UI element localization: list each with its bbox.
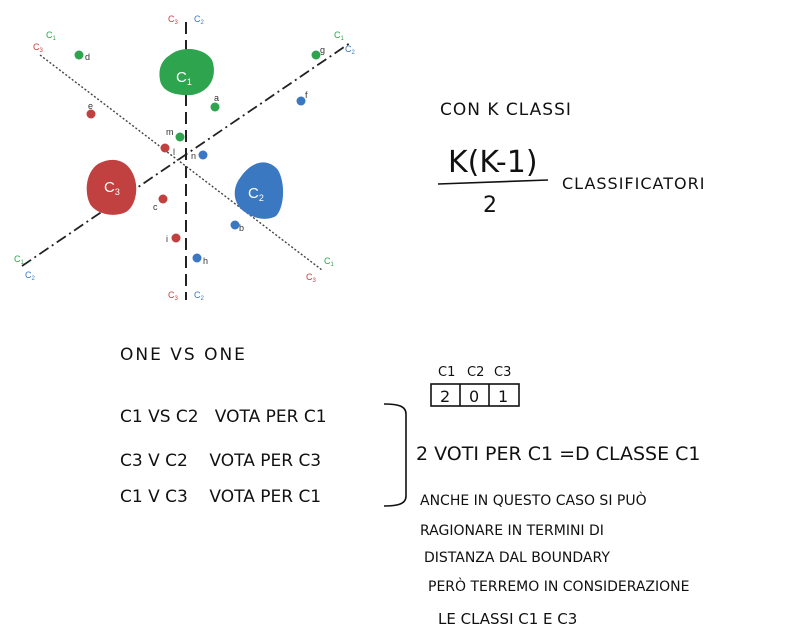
bracket (383, 403, 407, 507)
vote-table-value-c1: 2 (440, 387, 450, 406)
vote-result: 2 VOTI PER C1 =D CLASSE C1 (416, 443, 701, 465)
comment-line-1: ANCHE IN QUESTO CASO SI PUÒ (420, 491, 647, 509)
point-label-g: g (320, 45, 325, 55)
vote-line-3: C1 V C3 VOTA PER C1 (120, 487, 321, 507)
comment-line-5: LE CLASSI C1 E C3 (438, 610, 577, 628)
point-h (192, 253, 202, 263)
note-one-vs-one: ONE VS ONE (120, 345, 247, 365)
comment-line-2: RAGIONARE IN TERMINI DI (420, 523, 604, 539)
point-label-l: l (173, 147, 175, 157)
point-f (296, 96, 306, 106)
point-label-m: m (166, 127, 174, 137)
point-b (230, 220, 240, 230)
notes: CON K CLASSI K(K-1) 2 CLASSIFICATORI ONE… (120, 100, 705, 628)
label-tl-c3: C3 (33, 42, 44, 54)
point-label-n: n (191, 151, 196, 161)
point-a (210, 102, 220, 112)
point-label-e: e (88, 101, 93, 111)
point-label-c: c (153, 202, 158, 212)
point-label-d: d (85, 52, 90, 62)
point-i (171, 233, 181, 243)
point-l (160, 143, 170, 153)
comment-line-3: DISTANZA DAL BOUNDARY (424, 550, 610, 566)
label-tl-c1: C1 (46, 30, 57, 42)
class-label-c3: C3 (104, 179, 120, 197)
vote-table-header-c3: C3 (494, 365, 511, 380)
label-tr-c2: C2 (345, 44, 356, 56)
vote-line-1: C1 VS C2 VOTA PER C1 (120, 407, 327, 427)
point-c (158, 194, 168, 204)
formula-denominator: 2 (483, 193, 497, 218)
comment-line-4: PERÒ TERREMO IN CONSIDERAZIONE (428, 577, 690, 595)
class-region-c1 (159, 48, 214, 96)
label-tr-c1: C1 (334, 30, 345, 42)
note-classifiers: CLASSIFICATORI (562, 174, 705, 193)
vote-table-value-c3: 1 (498, 387, 508, 406)
formula-numerator: K(K-1) (448, 145, 538, 180)
label-bottom-c3: C3 (168, 290, 179, 302)
label-top-c3: C3 (168, 14, 179, 26)
point-label-i: i (166, 234, 168, 244)
boundary-line-c1-c3 (39, 54, 323, 271)
formula-fraction-bar (437, 179, 549, 185)
vote-table-box (430, 383, 520, 407)
boundary-line-c2-c3 (21, 42, 351, 267)
class-label-c2: C2 (248, 185, 264, 203)
data-points: d g e a f ml n c b i h (74, 45, 325, 266)
point-label-h: h (203, 256, 208, 266)
label-br-c3: C3 (306, 272, 317, 284)
label-top-c2: C2 (194, 14, 205, 26)
label-bl-c1: C1 (14, 254, 25, 266)
point-e (86, 109, 96, 119)
class-region-c3 (86, 159, 137, 215)
vote-table-header-c2: C2 (467, 365, 484, 380)
label-bl-c2: C2 (25, 270, 36, 282)
class-label-c1: C1 (176, 69, 192, 87)
label-bottom-c2: C2 (194, 290, 205, 302)
vote-table-value-c2: 0 (469, 387, 479, 406)
class-region-c2 (234, 162, 284, 219)
label-br-c1: C1 (324, 256, 335, 268)
point-label-a: a (214, 93, 219, 103)
note-k-classes: CON K CLASSI (440, 100, 572, 120)
point-g (311, 50, 321, 60)
boundary-labels: C3 C2 C3 C2 C1 C3 C1 C3 C1 C2 C1 C2 (14, 14, 356, 302)
vote-table: C1 C2 C3 2 0 1 (430, 365, 520, 407)
point-n (198, 150, 208, 160)
point-m (175, 132, 185, 142)
point-label-b: b (239, 223, 244, 233)
point-label-f: f (305, 90, 308, 100)
vote-line-2: C3 V C2 VOTA PER C3 (120, 451, 321, 471)
vote-table-header-c1: C1 (438, 365, 455, 380)
point-d (74, 50, 84, 60)
